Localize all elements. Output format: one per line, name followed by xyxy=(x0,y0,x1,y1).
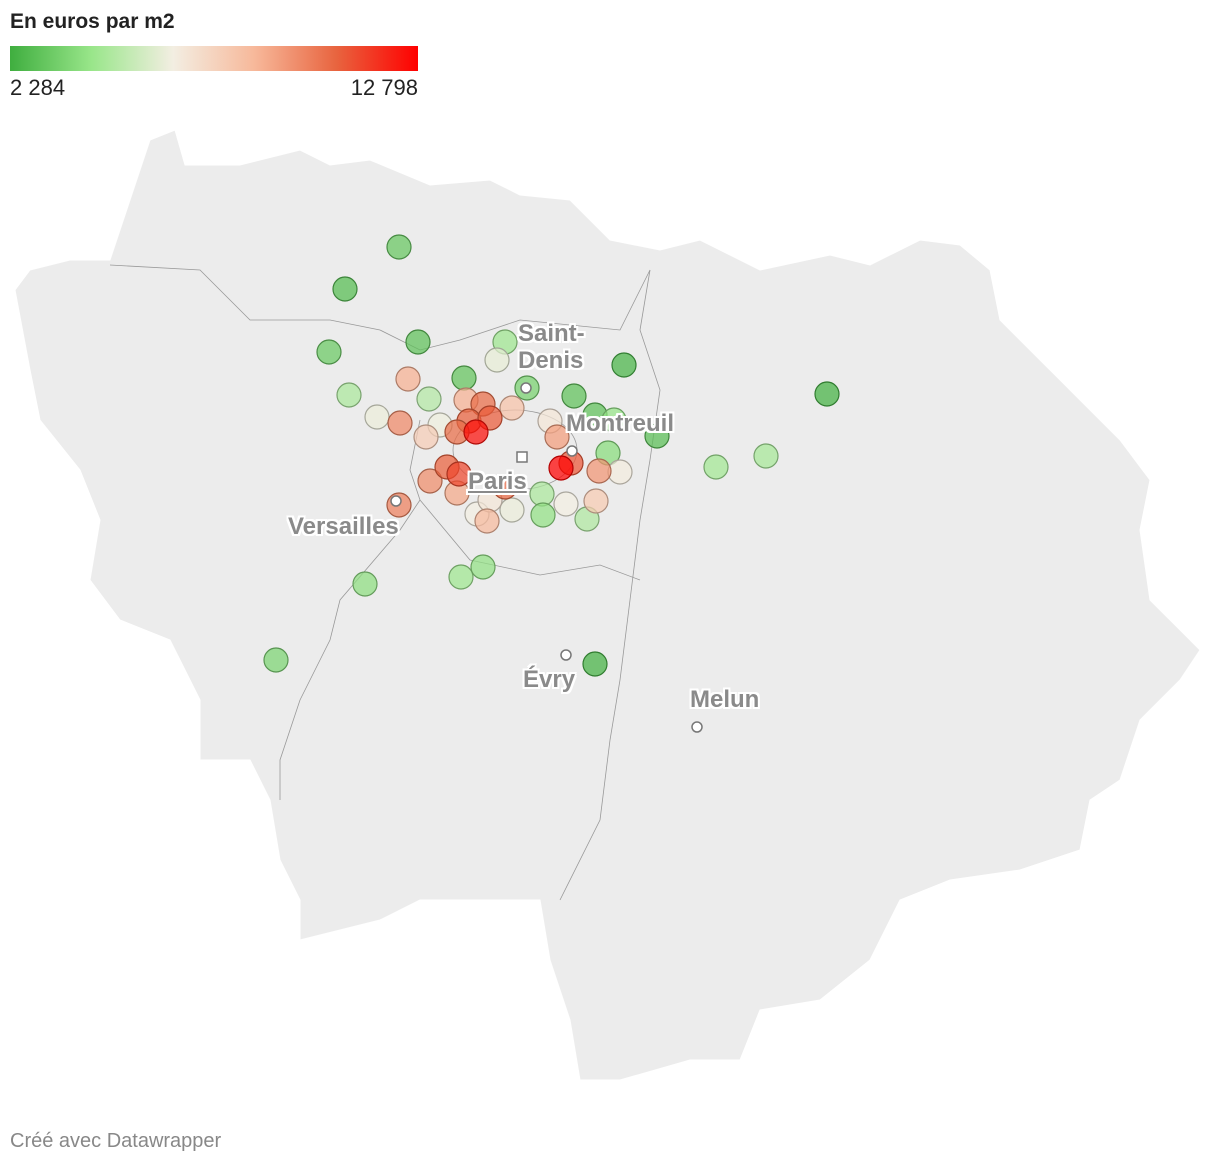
price-marker xyxy=(499,497,525,523)
city-label: Montreuil xyxy=(566,410,674,437)
legend-title: En euros par m2 xyxy=(10,10,175,33)
price-marker xyxy=(814,381,840,407)
price-marker xyxy=(417,468,443,494)
price-marker xyxy=(529,481,555,507)
price-marker xyxy=(601,407,627,433)
price-marker xyxy=(474,508,500,534)
price-marker xyxy=(530,502,556,528)
price-marker xyxy=(387,410,413,436)
price-marker xyxy=(364,404,390,430)
price-marker xyxy=(484,347,510,373)
price-marker xyxy=(582,651,608,677)
legend-min: 2 284 xyxy=(10,75,66,100)
price-marker xyxy=(386,234,412,260)
price-marker xyxy=(586,458,612,484)
price-marker xyxy=(703,454,729,480)
price-marker xyxy=(583,488,609,514)
city-markers xyxy=(390,382,703,733)
price-marker xyxy=(316,339,342,365)
price-marker xyxy=(395,366,421,392)
price-marker xyxy=(544,424,570,450)
price-marker xyxy=(448,564,474,590)
region-shape xyxy=(14,129,1201,1081)
price-marker xyxy=(451,365,477,391)
legend-gradient xyxy=(10,46,418,71)
price-marker xyxy=(607,459,633,485)
legend-max: 12 798 xyxy=(350,75,418,100)
price-marker xyxy=(492,474,518,500)
price-marker xyxy=(644,423,670,449)
footer: Créé avec Datawrapper xyxy=(10,1130,222,1152)
city-label: Évry xyxy=(523,666,576,693)
price-marker xyxy=(413,424,439,450)
price-marker xyxy=(561,383,587,409)
price-marker xyxy=(416,386,442,412)
price-marker xyxy=(336,382,362,408)
price-marker xyxy=(405,329,431,355)
city-label: Melun xyxy=(690,686,760,713)
city-label: Paris xyxy=(468,468,527,495)
price-marker xyxy=(446,461,472,487)
price-marker xyxy=(352,571,378,597)
city-label: Versailles xyxy=(288,513,399,540)
price-marker xyxy=(332,276,358,302)
price-marker xyxy=(548,455,574,481)
city-label: Saint-Denis xyxy=(518,320,585,374)
price-marker xyxy=(470,554,496,580)
price-marker xyxy=(499,395,525,421)
price-marker xyxy=(553,491,579,517)
price-marker xyxy=(263,647,289,673)
price-marker xyxy=(753,443,779,469)
price-marker xyxy=(611,352,637,378)
price-marker xyxy=(463,419,489,445)
